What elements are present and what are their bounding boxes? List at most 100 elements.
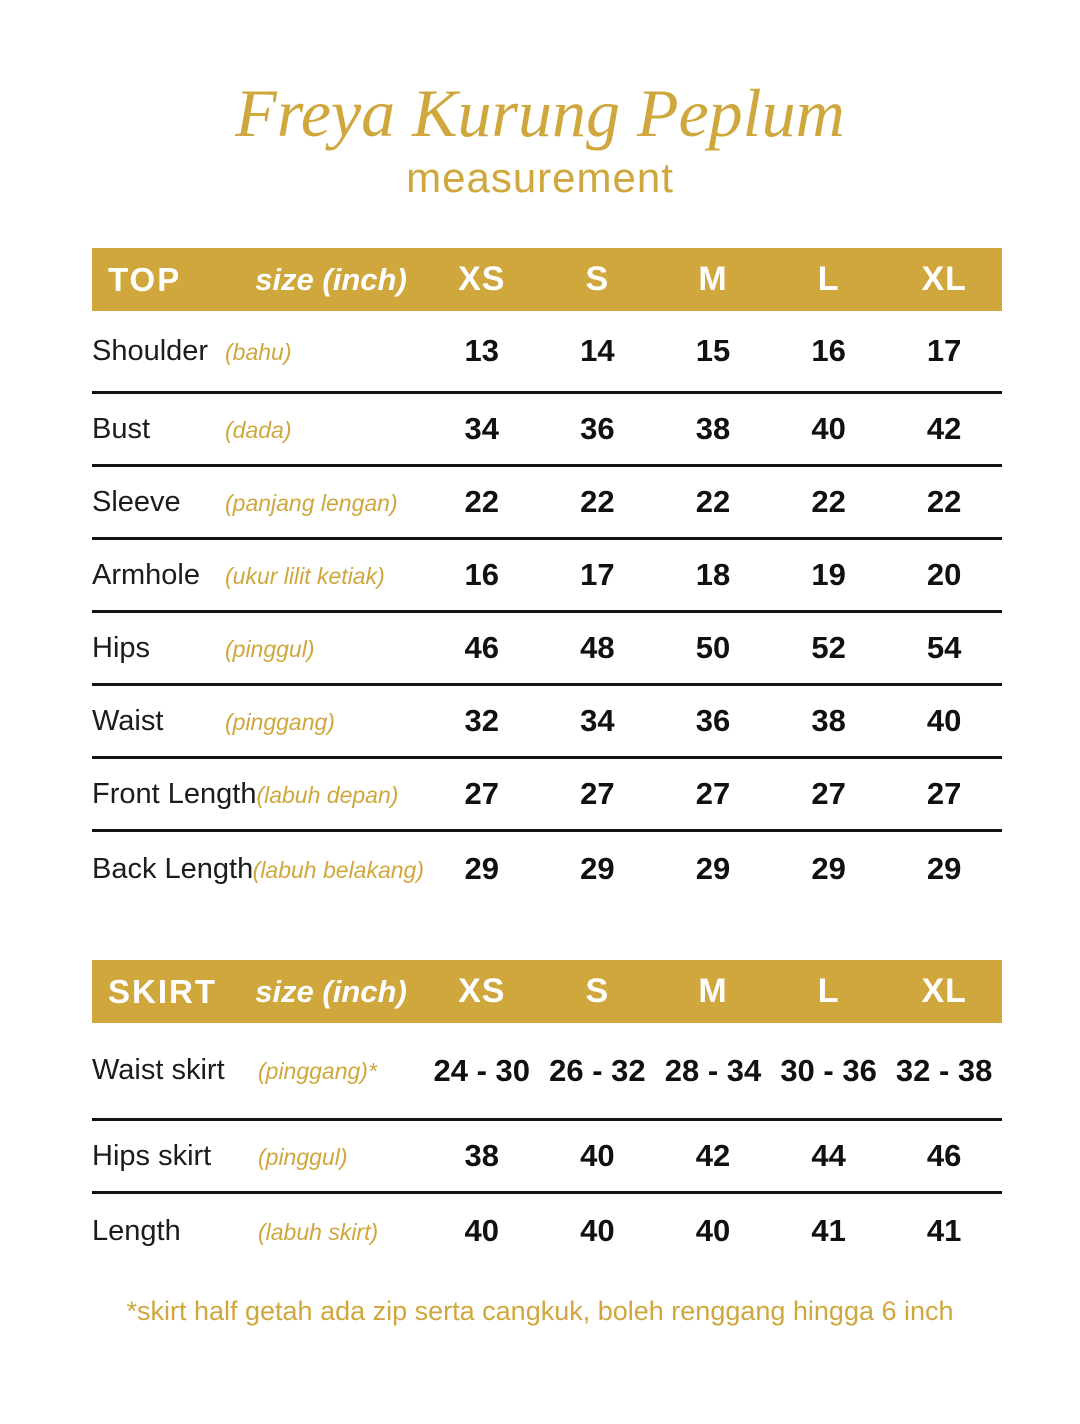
row-label-malay: (labuh depan) [256, 781, 399, 808]
cell-value: 27 [695, 776, 731, 812]
cell-value: 29 [464, 851, 500, 887]
cell-value: 52 [811, 630, 846, 666]
section-label-skirt: SKIRT [108, 972, 217, 1010]
size-unit-label: size (inch) [255, 261, 407, 297]
row-label: Shoulder [92, 334, 209, 367]
page-title: Freya Kurung Peplum [235, 75, 845, 151]
cell-value: 27 [580, 776, 615, 812]
row-label: Length [92, 1214, 181, 1247]
cell-value: 28 - 34 [664, 1052, 762, 1088]
cell-value: 48 [580, 630, 615, 666]
cell-value: 36 [695, 703, 731, 739]
size-header-xs: XS [458, 972, 506, 1011]
size-header-xl: XL [921, 972, 967, 1011]
size-unit-label: size (inch) [255, 973, 407, 1009]
row-label-malay: (pinggang)* [258, 1058, 377, 1085]
table-row: Armhole (ukur lilit ketiak) 16 17 18 19 … [92, 540, 1002, 614]
size-header-s: S [585, 260, 610, 299]
cell-value: 15 [695, 333, 731, 369]
cell-value: 19 [811, 557, 846, 593]
page-subtitle: measurement [406, 154, 674, 202]
table-row: Length (labuh skirt) 40 40 40 41 41 [92, 1194, 1002, 1268]
size-header-l: L [817, 260, 840, 299]
cell-value: 22 [464, 484, 500, 520]
cell-value: 34 [580, 703, 615, 739]
section-label-top: TOP [108, 260, 182, 298]
cell-value: 40 [464, 1213, 500, 1249]
row-label: Waist [92, 704, 164, 737]
cell-value: 40 [926, 703, 962, 739]
row-label: Hips skirt [92, 1139, 212, 1172]
cell-value: 41 [926, 1213, 962, 1249]
row-label: Bust [92, 412, 151, 445]
cell-value: 29 [811, 851, 846, 887]
table-row: Hips (pinggul) 46 48 50 52 54 [92, 613, 1002, 687]
cell-value: 26 - 32 [549, 1052, 646, 1088]
cell-value: 29 [926, 851, 962, 887]
cell-value: 38 [464, 1138, 500, 1174]
row-label: Back Length [92, 852, 254, 885]
cell-value: 32 [464, 703, 500, 739]
row-label-malay: (labuh skirt) [258, 1218, 379, 1245]
cell-value: 27 [926, 776, 962, 812]
table-row: Shoulder (bahu) 13 14 15 16 17 [92, 311, 1002, 395]
table-row: Waist (pinggang) 32 34 36 38 40 [92, 686, 1002, 760]
cell-value: 22 [695, 484, 731, 520]
cell-value: 40 [580, 1213, 615, 1249]
cell-value: 46 [926, 1138, 962, 1174]
cell-value: 29 [580, 851, 615, 887]
cell-value: 16 [811, 333, 846, 369]
cell-value: 32 - 38 [895, 1052, 993, 1088]
cell-value: 54 [926, 630, 962, 666]
cell-value: 17 [926, 333, 962, 369]
footnote: *skirt half getah ada zip serta cangkuk,… [126, 1296, 954, 1327]
table-row: Waist skirt (pinggang)* 24 - 30 26 - 32 … [92, 1023, 1002, 1122]
cell-value: 42 [695, 1138, 731, 1174]
cell-value: 18 [695, 557, 731, 593]
cell-value: 38 [695, 411, 731, 447]
row-label: Armhole [92, 558, 200, 591]
row-label: Front Length [92, 777, 257, 810]
row-label: Waist skirt [92, 1054, 225, 1087]
top-table-header: TOP size (inch) XS S M L XL [92, 248, 1002, 312]
cell-value: 16 [464, 557, 500, 593]
size-header-s: S [585, 972, 610, 1011]
size-header-xs: XS [458, 260, 506, 299]
skirt-size-table: SKIRT size (inch) XS S M L XL Waist skir… [92, 960, 1002, 1268]
cell-value: 13 [464, 333, 500, 369]
cell-value: 50 [695, 630, 731, 666]
row-label: Hips [92, 631, 151, 664]
row-label-malay: (pinggul) [258, 1143, 348, 1170]
cell-value: 22 [580, 484, 615, 520]
cell-value: 24 - 30 [433, 1052, 531, 1088]
cell-value: 40 [695, 1213, 731, 1249]
row-label-malay: (bahu) [225, 338, 292, 365]
cell-value: 36 [580, 411, 615, 447]
row-label-malay: (dada) [225, 416, 292, 443]
top-size-table: TOP size (inch) XS S M L XL Shoulder (ba… [92, 248, 1002, 906]
cell-value: 30 - 36 [780, 1052, 877, 1088]
cell-value: 42 [926, 411, 962, 447]
cell-value: 20 [926, 557, 962, 593]
table-row: Front Length (labuh depan) 27 27 27 27 2… [92, 759, 1002, 833]
cell-value: 22 [811, 484, 846, 520]
table-row: Hips skirt (pinggul) 38 40 42 44 46 [92, 1121, 1002, 1195]
cell-value: 29 [695, 851, 731, 887]
cell-value: 41 [811, 1213, 846, 1249]
row-label-malay: (pinggul) [225, 635, 315, 662]
row-label: Sleeve [92, 485, 181, 518]
table-row: Bust (dada) 34 36 38 40 42 [92, 394, 1002, 468]
cell-value: 38 [811, 703, 846, 739]
row-label-malay: (ukur lilit ketiak) [225, 562, 385, 589]
size-header-m: M [698, 972, 728, 1011]
cell-value: 44 [811, 1138, 846, 1174]
row-label-malay: (labuh belakang) [252, 856, 424, 883]
size-header-l: L [817, 972, 840, 1011]
cell-value: 27 [464, 776, 500, 812]
cell-value: 40 [811, 411, 846, 447]
size-header-m: M [698, 260, 728, 299]
cell-value: 46 [464, 630, 500, 666]
cell-value: 22 [926, 484, 962, 520]
cell-value: 40 [580, 1138, 615, 1174]
cell-value: 27 [811, 776, 846, 812]
